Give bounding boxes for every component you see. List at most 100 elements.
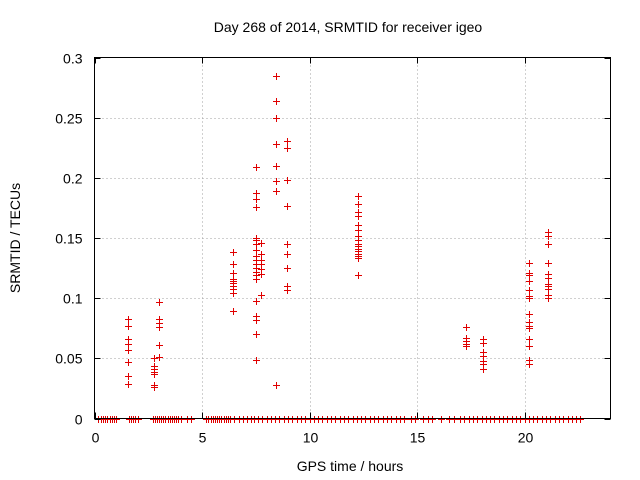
y-tick-label: 0.2 — [63, 171, 83, 187]
data-point — [125, 316, 132, 323]
data-point — [230, 270, 237, 277]
data-point — [545, 295, 552, 302]
data-point — [463, 324, 470, 331]
data-point — [125, 323, 132, 330]
data-point — [355, 201, 362, 208]
data-point — [125, 359, 132, 366]
x-tick-label: 15 — [410, 430, 426, 446]
data-point — [545, 260, 552, 267]
data-point — [284, 138, 291, 145]
data-point — [230, 290, 237, 297]
data-point — [577, 416, 584, 423]
data-point — [438, 416, 445, 423]
data-point — [253, 276, 260, 283]
data-point — [273, 188, 280, 195]
data-point — [284, 287, 291, 294]
chart-title: Day 268 of 2014, SRMTID for receiver ige… — [214, 19, 483, 35]
data-point — [526, 311, 533, 318]
data-point — [125, 347, 132, 354]
data-point — [258, 251, 265, 258]
data-point — [545, 275, 552, 282]
data-point — [284, 251, 291, 258]
data-point — [284, 177, 291, 184]
data-point — [429, 416, 436, 423]
data-point — [113, 416, 120, 423]
data-point — [355, 255, 362, 262]
data-point — [273, 178, 280, 185]
data-point — [451, 416, 458, 423]
data-point — [412, 416, 419, 423]
y-tick-label: 0.1 — [63, 291, 83, 307]
data-point — [273, 382, 280, 389]
data-point — [284, 145, 291, 152]
tick-labels: 0 5 10 15 20 0 0.05 0.1 0.15 0.2 0.25 0.3 — [55, 51, 533, 446]
data-point — [526, 295, 533, 302]
data-point — [526, 260, 533, 267]
data-point — [258, 292, 265, 299]
data-point — [156, 299, 163, 306]
data-point — [526, 361, 533, 368]
data-point — [480, 366, 487, 373]
data-point — [125, 381, 132, 388]
data-point — [355, 272, 362, 279]
data-point — [253, 331, 260, 338]
data-points — [95, 73, 584, 423]
y-axis-label: SRMTID / TECUs — [7, 183, 23, 293]
data-point — [526, 336, 533, 343]
data-point — [284, 203, 291, 210]
x-tick-label: 10 — [303, 430, 319, 446]
data-point — [545, 241, 552, 248]
data-point — [526, 325, 533, 332]
data-point — [156, 342, 163, 349]
data-point — [545, 286, 552, 293]
y-tick-label: 0.05 — [55, 351, 82, 367]
data-point — [355, 193, 362, 200]
data-point — [355, 213, 362, 220]
data-point — [273, 163, 280, 170]
data-point — [253, 196, 260, 203]
data-point — [230, 308, 237, 315]
data-point — [401, 416, 408, 423]
data-point — [151, 355, 158, 362]
data-point — [273, 98, 280, 105]
data-point — [526, 343, 533, 350]
data-point — [253, 241, 260, 248]
data-point — [284, 265, 291, 272]
x-tick-label: 20 — [518, 430, 534, 446]
data-point — [253, 247, 260, 254]
data-point — [151, 384, 158, 391]
y-tick-label: 0.25 — [55, 111, 82, 127]
data-point — [178, 416, 185, 423]
data-point — [125, 373, 132, 380]
data-point — [526, 278, 533, 285]
data-point — [526, 272, 533, 279]
data-point — [156, 324, 163, 331]
data-point — [151, 371, 158, 378]
grid-lines — [94, 57, 611, 419]
data-point — [545, 233, 552, 240]
data-point — [258, 271, 265, 278]
data-point — [253, 190, 260, 197]
data-point — [253, 317, 260, 324]
data-point — [258, 240, 265, 247]
data-point — [253, 204, 260, 211]
data-point — [253, 298, 260, 305]
data-point — [463, 343, 470, 350]
x-axis-label: GPS time / hours — [297, 458, 404, 474]
data-point — [253, 357, 260, 364]
data-point — [230, 261, 237, 268]
axis-ticks — [94, 57, 611, 420]
data-point — [253, 164, 260, 171]
y-tick-label: 0 — [75, 412, 83, 428]
data-point — [230, 249, 237, 256]
y-tick-label: 0.15 — [55, 231, 82, 247]
data-point — [156, 354, 163, 361]
x-tick-label: 0 — [92, 430, 100, 446]
plot-frame — [94, 57, 611, 419]
data-point — [273, 73, 280, 80]
x-tick-label: 5 — [199, 430, 207, 446]
data-point — [135, 416, 142, 423]
data-point — [188, 416, 195, 423]
data-point — [273, 115, 280, 122]
